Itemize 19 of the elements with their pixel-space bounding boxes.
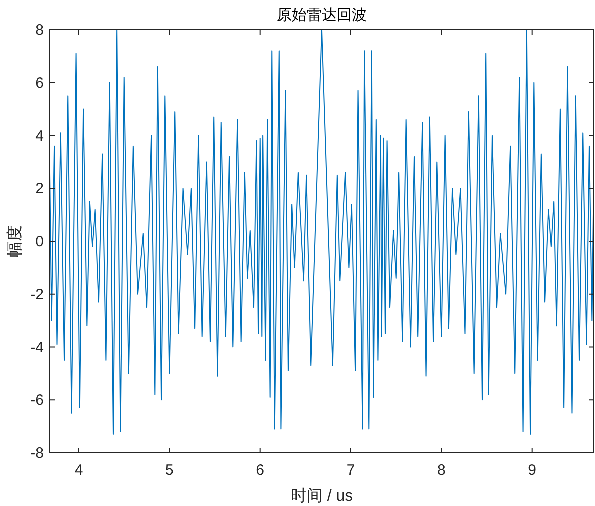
x-tick-label: 5 — [166, 462, 174, 479]
x-axis-title: 时间 / us — [290, 487, 354, 505]
y-tick-label: 6 — [36, 74, 44, 92]
line-series — [50, 30, 594, 435]
x-tick-label: 4 — [74, 462, 84, 479]
y-tick-label: -8 — [30, 445, 44, 462]
x-tick-label: 8 — [438, 462, 446, 479]
x-tick-label: 6 — [256, 462, 265, 479]
y-tick-label: -2 — [30, 286, 44, 304]
x-tick-label: 7 — [346, 462, 356, 479]
y-tick-label: 8 — [36, 22, 44, 39]
y-tick-label: -6 — [30, 392, 44, 410]
chart-title: 原始雷达回波 — [277, 6, 367, 24]
y-axis-title: 幅度 — [6, 226, 24, 258]
y-tick-label: 4 — [36, 128, 44, 145]
y-tick-label: 2 — [36, 180, 44, 198]
y-tick-label: 0 — [36, 234, 44, 250]
y-tick-label: -4 — [30, 339, 44, 356]
x-tick-label: 9 — [528, 462, 537, 479]
